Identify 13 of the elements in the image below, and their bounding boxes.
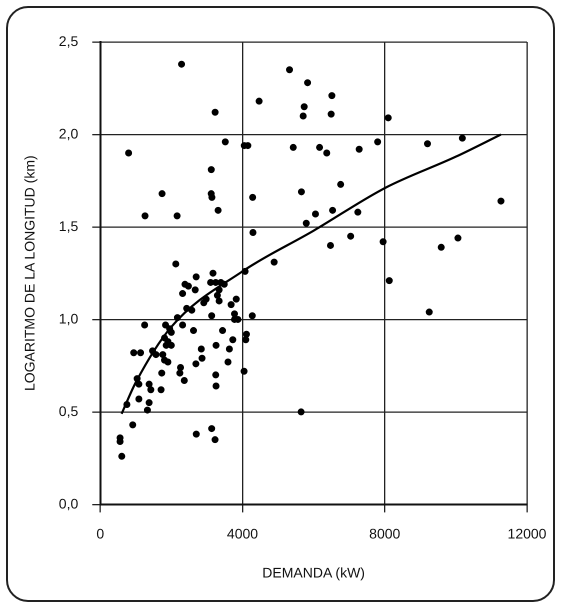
y-tick-label: 1,0 [58,310,78,326]
x-tick-label: 8000 [369,526,401,542]
y-tick-label: 1,5 [58,218,78,234]
y-tick-label: 0,5 [58,402,78,419]
x-tick-label: 12000 [508,526,547,542]
line-series [120,133,502,415]
x-axis-title: DEMANDA (kW) [262,564,365,580]
y-tick-label: 0,0 [58,495,78,512]
y-tick-label: 2,0 [58,125,78,142]
y-tick-label: 2,5 [58,32,78,49]
y-axis-title: LOGARITMO DE LA LONGITUD (km) [21,155,38,392]
x-tick-label: 4000 [226,526,258,542]
x-tick-label: 0 [96,526,104,542]
